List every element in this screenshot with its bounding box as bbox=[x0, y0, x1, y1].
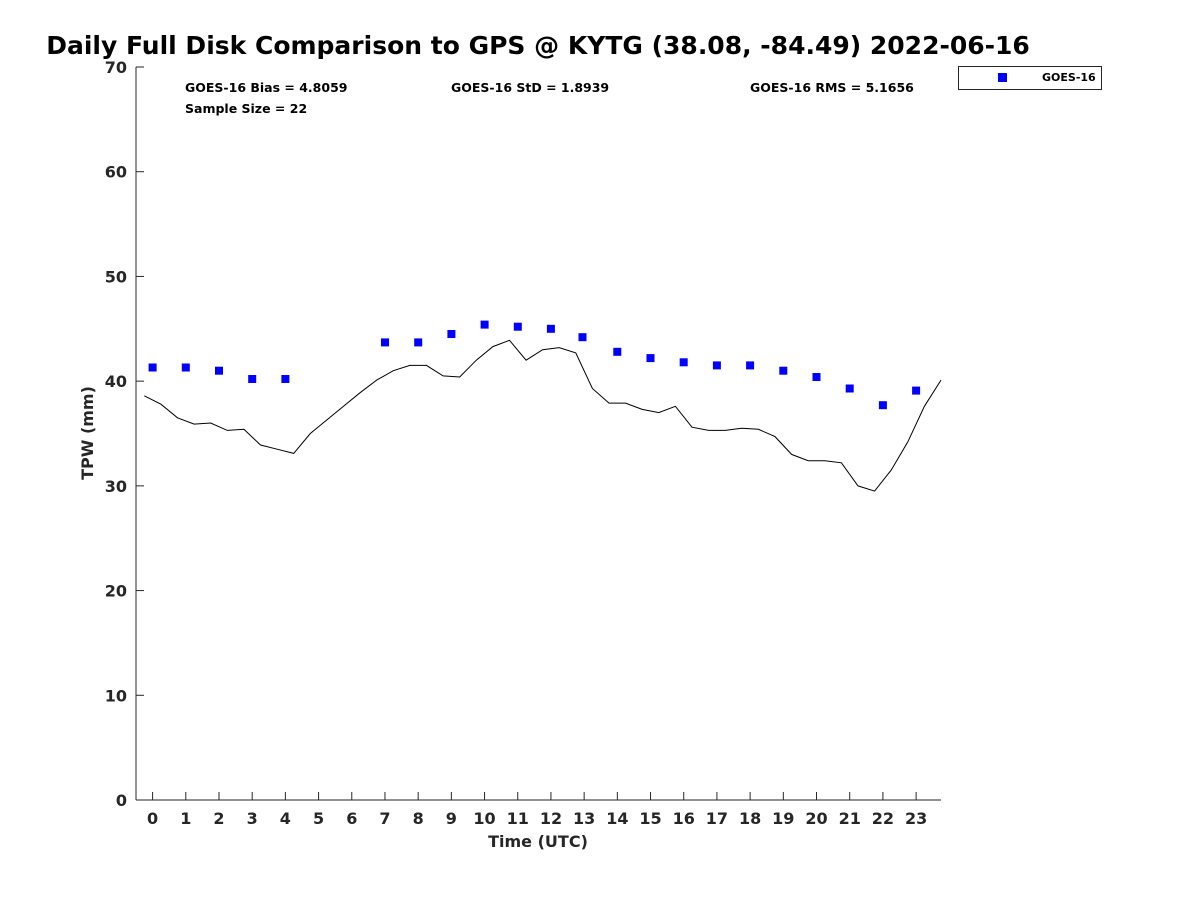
x-tick-label: 9 bbox=[446, 809, 457, 828]
goes16-point bbox=[845, 384, 854, 393]
legend-marker-goes16 bbox=[998, 73, 1007, 82]
goes16-point bbox=[546, 324, 555, 333]
x-tick-label: 14 bbox=[606, 809, 628, 828]
goes16-point bbox=[779, 366, 788, 375]
y-tick-label: 50 bbox=[105, 267, 127, 286]
rms-stat: GOES-16 RMS = 5.1656 bbox=[750, 80, 914, 95]
y-tick-label: 30 bbox=[105, 477, 127, 496]
x-axis-label: Time (UTC) bbox=[488, 832, 588, 851]
y-tick-label: 0 bbox=[116, 791, 127, 810]
x-tick-label: 21 bbox=[839, 809, 861, 828]
y-tick-label: 20 bbox=[105, 582, 127, 601]
bias-stat: GOES-16 Bias = 4.8059 bbox=[185, 80, 347, 95]
y-tick-label: 40 bbox=[105, 372, 127, 391]
goes16-point bbox=[480, 320, 489, 329]
goes16-point bbox=[712, 361, 721, 370]
goes16-point bbox=[447, 330, 456, 338]
goes16-point bbox=[679, 358, 688, 367]
x-tick-label: 4 bbox=[280, 809, 291, 828]
x-tick-label: 11 bbox=[507, 809, 529, 828]
x-tick-label: 22 bbox=[872, 809, 894, 828]
sample-size-stat: Sample Size = 22 bbox=[185, 101, 307, 116]
goes16-point bbox=[746, 361, 755, 370]
goes16-point bbox=[578, 333, 587, 342]
x-tick-label: 16 bbox=[673, 809, 695, 828]
y-tick-label: 60 bbox=[105, 163, 127, 182]
goes16-point bbox=[281, 375, 290, 383]
x-tick-label: 0 bbox=[147, 809, 158, 828]
goes16-point bbox=[414, 338, 423, 347]
x-tick-label: 12 bbox=[540, 809, 562, 828]
x-tick-label: 20 bbox=[805, 809, 827, 828]
x-tick-label: 7 bbox=[379, 809, 390, 828]
chart-title: Daily Full Disk Comparison to GPS @ KYTG… bbox=[46, 31, 1030, 60]
goes16-point bbox=[613, 347, 622, 356]
goes16-point bbox=[248, 375, 257, 383]
x-tick-label: 18 bbox=[739, 809, 761, 828]
y-tick-label: 70 bbox=[105, 58, 127, 77]
x-tick-label: 1 bbox=[180, 809, 191, 828]
std-stat: GOES-16 StD = 1.8939 bbox=[451, 80, 609, 95]
legend: GOES-16 bbox=[958, 66, 1102, 90]
x-tick-label: 6 bbox=[346, 809, 357, 828]
x-tick-label: 2 bbox=[213, 809, 224, 828]
goes16-point bbox=[878, 401, 887, 410]
goes16-point bbox=[812, 373, 821, 381]
goes16-point bbox=[215, 366, 223, 375]
goes16-point bbox=[381, 338, 389, 347]
y-axis-label: TPW (mm) bbox=[78, 386, 97, 480]
y-tick-label: 10 bbox=[105, 686, 127, 705]
x-tick-label: 10 bbox=[473, 809, 495, 828]
x-tick-label: 23 bbox=[905, 809, 927, 828]
x-tick-label: 15 bbox=[639, 809, 661, 828]
gps-tpw-line bbox=[144, 339, 942, 492]
x-tick-label: 17 bbox=[706, 809, 728, 828]
legend-label-goes16: GOES-16 bbox=[1042, 71, 1096, 84]
goes16-point bbox=[646, 354, 655, 363]
x-tick-label: 19 bbox=[772, 809, 794, 828]
legend-box bbox=[958, 66, 1102, 90]
x-tick-label: 13 bbox=[573, 809, 595, 828]
goes16-point bbox=[912, 386, 921, 395]
x-tick-label: 8 bbox=[413, 809, 424, 828]
x-tick-label: 5 bbox=[313, 809, 324, 828]
x-tick-label: 3 bbox=[247, 809, 258, 828]
goes16-point bbox=[513, 322, 522, 331]
goes16-point bbox=[181, 363, 190, 372]
goes16-point bbox=[148, 363, 157, 372]
